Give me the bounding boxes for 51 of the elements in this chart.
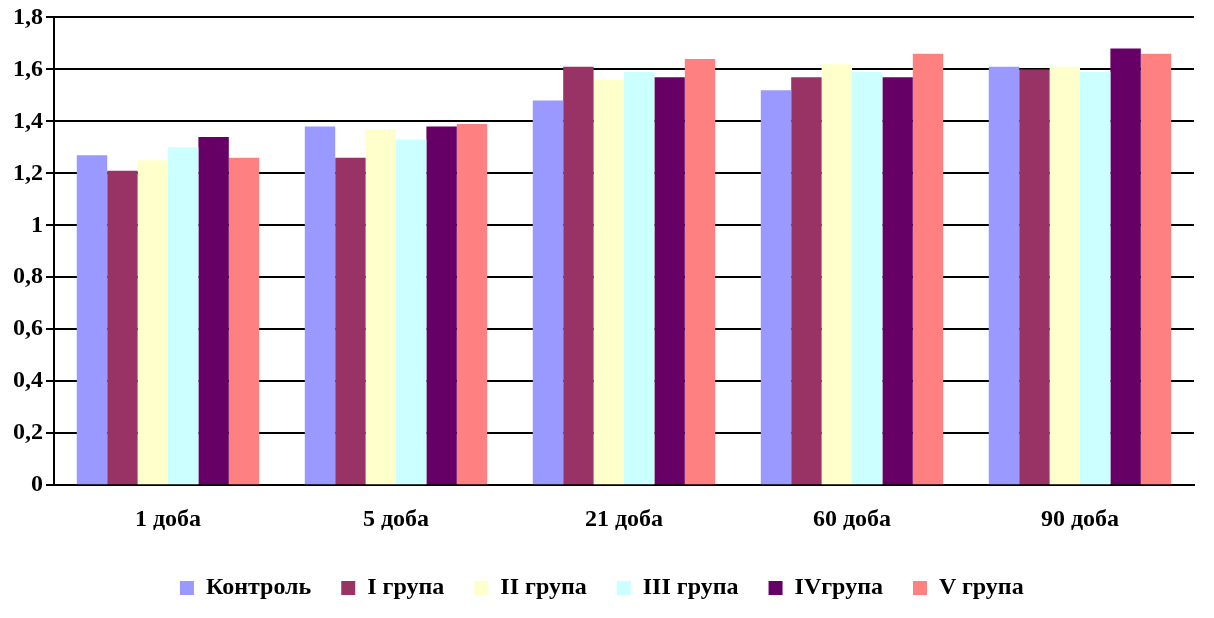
bar bbox=[76, 155, 108, 485]
y-tick-label: 0 bbox=[31, 470, 43, 497]
legend-label: Контроль bbox=[205, 573, 312, 600]
x-tick-label: 60 доба bbox=[812, 504, 892, 531]
bar bbox=[137, 160, 168, 485]
bar bbox=[335, 157, 366, 485]
bar bbox=[198, 136, 229, 485]
bar bbox=[1019, 69, 1050, 485]
bar bbox=[563, 66, 594, 485]
legend-label: II група bbox=[500, 573, 587, 600]
bar bbox=[912, 53, 944, 485]
x-tick-label: 21 доба bbox=[584, 504, 664, 531]
legend-label: IVгрупа bbox=[794, 573, 883, 600]
bar bbox=[304, 126, 336, 485]
bar bbox=[654, 77, 685, 485]
y-tick-label: 1,6 bbox=[13, 54, 43, 81]
bar bbox=[684, 58, 716, 485]
y-tick-label: 0,2 bbox=[13, 418, 43, 445]
y-tick-label: 0,4 bbox=[13, 366, 43, 393]
legend-label: I група bbox=[367, 573, 445, 600]
y-tick-label: 1,2 bbox=[13, 158, 43, 185]
bar bbox=[396, 139, 427, 485]
bar bbox=[1140, 53, 1172, 485]
bar bbox=[760, 90, 792, 485]
y-tick-label: 1 bbox=[31, 210, 43, 237]
bar bbox=[852, 71, 883, 485]
bar bbox=[593, 79, 624, 485]
bar bbox=[988, 66, 1020, 485]
bar bbox=[1110, 48, 1141, 485]
bar bbox=[456, 123, 488, 485]
bar bbox=[107, 170, 138, 485]
x-tick-label: 90 доба bbox=[1040, 504, 1120, 531]
bar bbox=[228, 157, 260, 485]
x-tick-label: 1 доба bbox=[134, 504, 202, 531]
bar bbox=[624, 71, 655, 485]
bar bbox=[426, 126, 457, 485]
legend-label: V група bbox=[938, 573, 1024, 600]
bar bbox=[791, 77, 822, 485]
bar bbox=[532, 100, 564, 485]
y-tick-label: 0,8 bbox=[13, 262, 43, 289]
y-tick-label: 1,4 bbox=[13, 106, 43, 133]
legend-label: III група bbox=[642, 573, 739, 600]
bar bbox=[1080, 71, 1111, 485]
bar bbox=[365, 129, 396, 485]
bar bbox=[882, 77, 913, 485]
bar bbox=[821, 64, 852, 485]
y-tick-label: 1,8 bbox=[13, 2, 43, 29]
y-tick-label: 0,6 bbox=[13, 314, 43, 341]
bar bbox=[1049, 66, 1080, 485]
x-tick-label: 5 доба bbox=[362, 504, 430, 531]
bar bbox=[168, 147, 199, 485]
